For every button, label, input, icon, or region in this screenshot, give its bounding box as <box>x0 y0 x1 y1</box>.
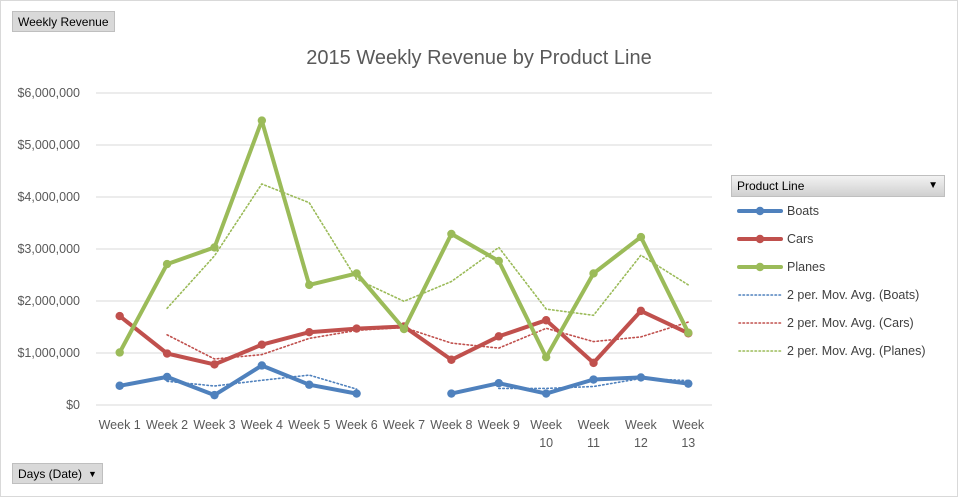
x-tick-label: Week 1 <box>99 418 141 432</box>
legend-item[interactable]: 2 per. Mov. Avg. (Planes) <box>737 342 926 360</box>
data-point[interactable] <box>162 259 172 269</box>
legend-header-label: Product Line <box>737 179 805 193</box>
data-point[interactable] <box>684 379 693 388</box>
data-point[interactable] <box>257 116 267 125</box>
series-boats <box>115 361 693 400</box>
data-point[interactable] <box>541 352 551 362</box>
x-tick-label: Week 12 <box>625 418 657 450</box>
series-line <box>166 183 690 317</box>
data-point[interactable] <box>494 332 503 341</box>
data-point[interactable] <box>305 328 314 337</box>
data-point[interactable] <box>541 389 551 398</box>
legend-swatch-icon <box>738 350 782 352</box>
legend-label: 2 per. Mov. Avg. (Cars) <box>787 316 914 330</box>
series-line <box>117 308 691 367</box>
y-axis-tick-labels: $0 $1,000,000 $2,000,000 $3,000,000 $4,000,0… <box>17 86 80 412</box>
data-point[interactable] <box>589 375 598 384</box>
data-point[interactable] <box>257 361 267 370</box>
data-point[interactable] <box>115 348 124 357</box>
legend-swatch-icon <box>737 262 783 272</box>
x-tick-label: Week 3 <box>193 418 235 432</box>
data-point[interactable] <box>636 373 646 382</box>
series-line <box>117 118 691 360</box>
axis-field-button[interactable]: Days (Date) ▼ <box>12 463 103 484</box>
data-point[interactable] <box>494 256 503 266</box>
legend-label: Boats <box>787 204 819 218</box>
axis-field-label: Days (Date) <box>18 467 83 481</box>
data-point[interactable] <box>257 340 267 349</box>
series-planes <box>115 116 693 362</box>
legend-item[interactable]: Planes <box>737 258 825 276</box>
series-2-per-mov-avg-planes <box>166 183 690 317</box>
legend-label: Cars <box>787 232 814 246</box>
y-tick-label: $0 <box>66 398 80 412</box>
series-lines <box>115 116 693 400</box>
data-point[interactable] <box>541 316 551 325</box>
y-tick-label: $1,000,000 <box>17 346 80 360</box>
data-point[interactable] <box>684 328 693 337</box>
data-point[interactable] <box>210 243 219 252</box>
x-tick-label: Week 13 <box>672 418 704 450</box>
data-point[interactable] <box>210 360 219 369</box>
report-filter-button[interactable]: Weekly Revenue <box>12 11 115 32</box>
dropdown-arrow-icon: ▼ <box>928 180 938 191</box>
data-point[interactable] <box>589 269 598 278</box>
data-point[interactable] <box>115 311 124 321</box>
data-point[interactable] <box>162 349 172 358</box>
y-tick-label: $6,000,000 <box>17 86 80 100</box>
data-point[interactable] <box>352 389 361 398</box>
legend-label: 2 per. Mov. Avg. (Planes) <box>787 344 926 358</box>
series-cars <box>115 306 693 369</box>
series-2-per-mov-avg-cars <box>166 321 690 360</box>
x-axis-tick-labels: Week 1 Week 2 Week 3 Week 4 Week 5 Week 6 Week… <box>99 418 705 450</box>
data-point[interactable] <box>636 306 646 316</box>
data-point[interactable] <box>447 229 456 239</box>
chart-title: 2015 Weekly Revenue by Product Line <box>306 47 652 69</box>
legend-item[interactable]: 2 per. Mov. Avg. (Cars) <box>737 314 914 332</box>
data-point[interactable] <box>494 378 503 388</box>
data-point[interactable] <box>447 355 456 364</box>
legend-swatch-icon <box>737 234 783 244</box>
y-tick-label: $2,000,000 <box>17 294 80 308</box>
data-point[interactable] <box>447 389 456 398</box>
x-tick-label: Week 11 <box>578 418 610 450</box>
x-tick-label: Week 10 <box>530 418 562 450</box>
legend-swatch-icon <box>738 294 782 296</box>
y-tick-label: $5,000,000 <box>17 138 80 152</box>
x-tick-label: Week 9 <box>478 418 520 432</box>
data-point[interactable] <box>636 232 646 242</box>
legend-label: Planes <box>787 260 826 274</box>
y-tick-label: $4,000,000 <box>17 190 80 204</box>
data-point[interactable] <box>305 380 314 389</box>
legend-swatch-icon <box>737 206 783 216</box>
x-tick-label: Week 4 <box>241 418 283 432</box>
legend-field-button[interactable]: Product Line ▼ <box>731 175 945 197</box>
data-point[interactable] <box>399 324 409 334</box>
legend-label: 2 per. Mov. Avg. (Boats) <box>787 288 920 302</box>
x-tick-label: Week 7 <box>383 418 425 432</box>
data-point[interactable] <box>210 390 219 400</box>
series-line <box>117 363 691 398</box>
data-point[interactable] <box>352 269 361 278</box>
x-tick-label: Week 8 <box>430 418 472 432</box>
report-filter-label: Weekly Revenue <box>18 15 109 29</box>
data-point[interactable] <box>305 280 314 290</box>
y-tick-label: $3,000,000 <box>17 242 80 256</box>
legend-item[interactable]: Boats <box>737 202 819 220</box>
data-point[interactable] <box>352 324 361 333</box>
legend-item[interactable]: 2 per. Mov. Avg. (Boats) <box>737 286 919 304</box>
data-point[interactable] <box>589 358 598 368</box>
x-tick-label: Week 5 <box>288 418 330 432</box>
x-tick-label: Week 6 <box>336 418 378 432</box>
legend-swatch-icon <box>738 322 782 324</box>
legend-item[interactable]: Cars <box>737 230 813 248</box>
dropdown-arrow-icon: ▼ <box>88 469 97 479</box>
data-point[interactable] <box>115 381 124 390</box>
data-point[interactable] <box>162 372 172 382</box>
series-line <box>166 321 690 360</box>
x-tick-label: Week 2 <box>146 418 188 432</box>
